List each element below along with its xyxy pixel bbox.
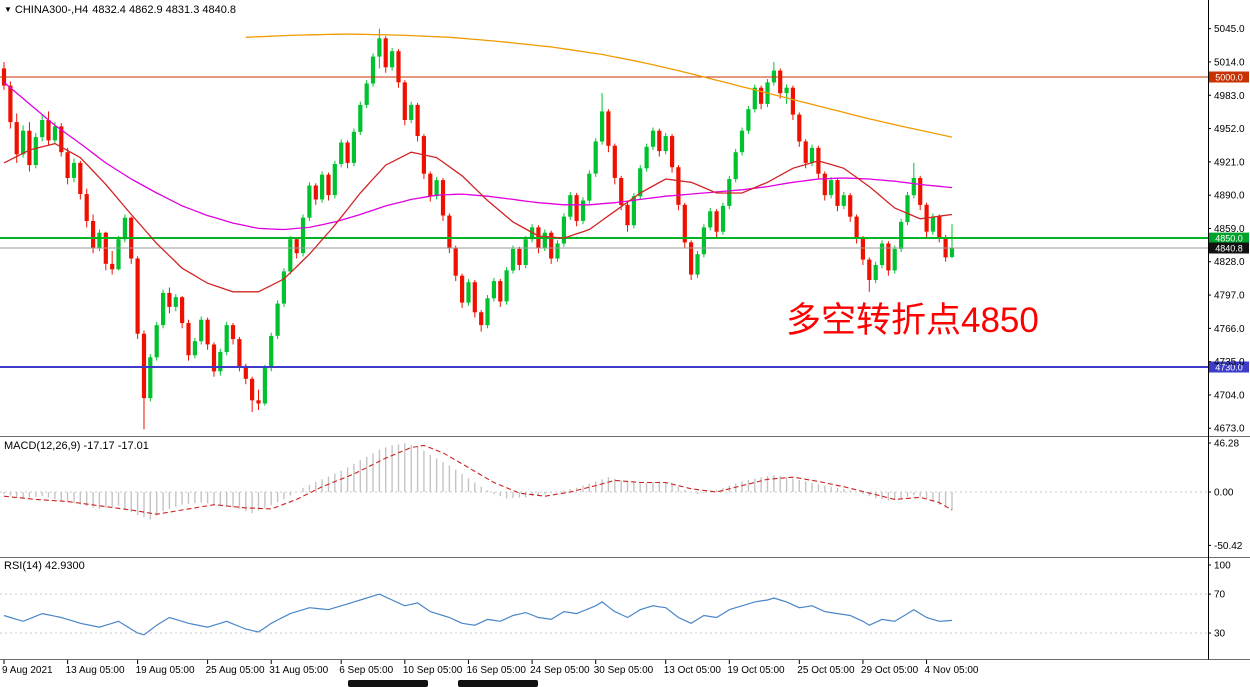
svg-text:19 Oct 05:00: 19 Oct 05:00 (727, 665, 785, 676)
svg-text:4797.0: 4797.0 (1214, 291, 1245, 302)
svg-text:25 Oct 05:00: 25 Oct 05:00 (797, 665, 855, 676)
svg-text:9 Aug 2021: 9 Aug 2021 (2, 665, 53, 676)
svg-text:5014.0: 5014.0 (1214, 57, 1245, 68)
svg-text:4850.0: 4850.0 (1215, 234, 1243, 244)
taskbar-fragment (458, 680, 538, 687)
svg-text:25 Aug 05:00: 25 Aug 05:00 (206, 665, 265, 676)
symbol-title: CHINA300-,H4 (14, 4, 89, 16)
svg-text:4766.0: 4766.0 (1214, 324, 1245, 335)
svg-text:5045.0: 5045.0 (1214, 24, 1245, 35)
ma-fast-red-line (3, 142, 953, 293)
svg-text:4890.0: 4890.0 (1214, 191, 1245, 202)
svg-text:16 Sep 05:00: 16 Sep 05:00 (466, 665, 526, 676)
taskbar-fragment (348, 680, 428, 687)
ma-slow-orange-line (245, 33, 953, 138)
svg-text:4952.0: 4952.0 (1214, 124, 1245, 135)
time-axis: 9 Aug 2021 13 Aug 05:00 19 Aug 05:00 25 Aug… (2, 660, 979, 676)
svg-text:4840.8: 4840.8 (1215, 243, 1243, 253)
svg-text:4 Nov 05:00: 4 Nov 05:00 (925, 665, 979, 676)
annotation-text: 多空转折点4850 (786, 301, 1039, 340)
svg-text:4828.0: 4828.0 (1214, 257, 1245, 268)
macd-indicator-label: MACD(12,26,9) -17.17 -17.01 (4, 440, 149, 452)
svg-text:4673.0: 4673.0 (1214, 424, 1245, 435)
svg-text:13 Oct 05:00: 13 Oct 05:00 (664, 665, 722, 676)
svg-text:10 Sep 05:00: 10 Sep 05:00 (403, 665, 463, 676)
collapse-triangle-icon: ▼ (4, 5, 12, 14)
svg-text:19 Aug 05:00: 19 Aug 05:00 (136, 665, 195, 676)
ma-mid-magenta-line (3, 81, 953, 231)
symbol-info: ▼ CHINA300-,H4 4832.4 4862.9 4831.3 4840.8 (4, 4, 240, 16)
svg-text:31 Aug 05:00: 31 Aug 05:00 (269, 665, 328, 676)
panel-chrome (0, 0, 1250, 660)
svg-text:13 Aug 05:00: 13 Aug 05:00 (66, 665, 125, 676)
horizontal-lines (0, 76, 1208, 369)
macd-panel: 46.28 0.00 -50.42 (0, 438, 1243, 552)
svg-text:4921.0: 4921.0 (1214, 157, 1245, 168)
svg-text:70: 70 (1214, 590, 1226, 601)
svg-text:5000.0: 5000.0 (1215, 73, 1243, 83)
svg-text:4704.0: 4704.0 (1214, 390, 1245, 401)
svg-text:29 Oct 05:00: 29 Oct 05:00 (861, 665, 919, 676)
svg-text:24 Sep 05:00: 24 Sep 05:00 (530, 665, 590, 676)
svg-text:46.28: 46.28 (1214, 438, 1239, 449)
svg-text:4735.0: 4735.0 (1214, 357, 1245, 368)
svg-text:30 Sep 05:00: 30 Sep 05:00 (594, 665, 654, 676)
symbol-ohlc-values: 4832.4 4862.9 4831.3 4840.8 (92, 4, 237, 16)
svg-text:4859.0: 4859.0 (1214, 224, 1245, 235)
svg-text:6 Sep 05:00: 6 Sep 05:00 (339, 665, 393, 676)
macd-signal-line (3, 444, 953, 515)
svg-text:-50.42: -50.42 (1214, 541, 1243, 552)
price-axis: 5045.0 5014.0 4983.0 4952.0 4921.0 4890.0 4859… (1208, 24, 1245, 435)
svg-text:4730.0: 4730.0 (1215, 363, 1243, 373)
svg-text:30: 30 (1214, 628, 1226, 639)
rsi-indicator-label: RSI(14) 42.9300 (4, 560, 85, 572)
svg-text:0.00: 0.00 (1214, 488, 1234, 499)
moving-averages (3, 33, 953, 293)
svg-text:100: 100 (1214, 561, 1231, 572)
rsi-panel: 100 70 30 (0, 561, 1231, 639)
svg-text:4983.0: 4983.0 (1214, 91, 1245, 102)
rsi-line (3, 593, 953, 636)
